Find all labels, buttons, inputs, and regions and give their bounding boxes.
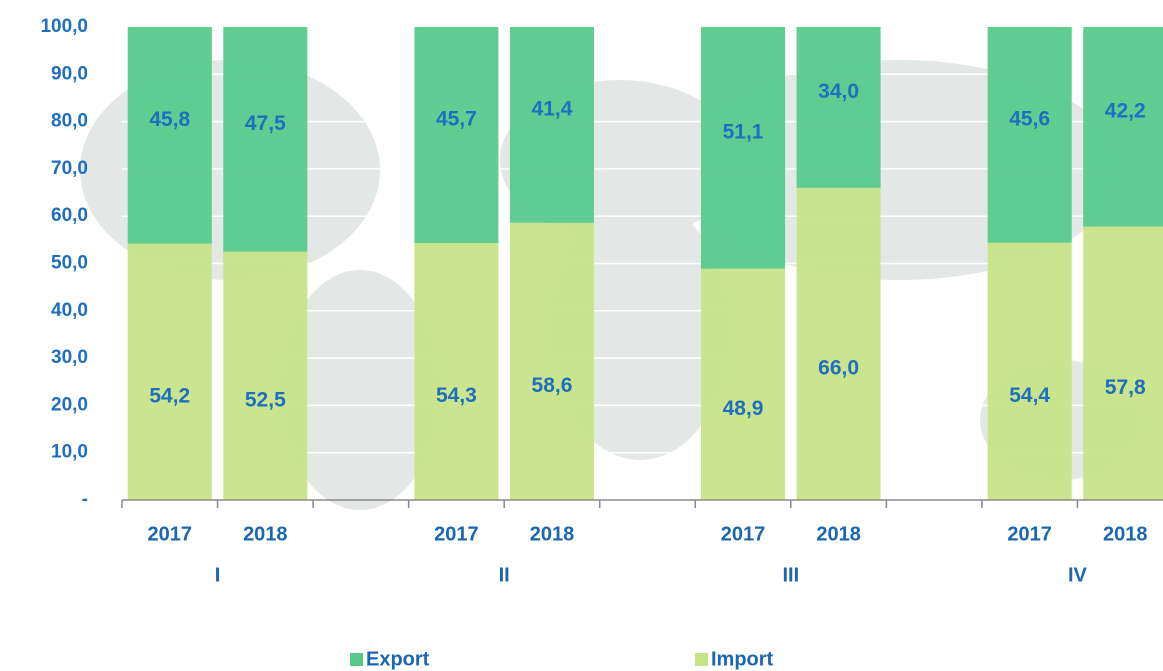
bar-segment — [414, 27, 499, 244]
value-label: 45,7 — [436, 108, 477, 131]
x-tick-label: 2017 — [1007, 523, 1052, 545]
legend-label: Export — [366, 648, 430, 670]
value-label: 42,2 — [1105, 99, 1146, 122]
x-tick-label: 2018 — [816, 523, 861, 545]
legend-swatch — [695, 653, 708, 666]
bar-segment — [1083, 27, 1163, 227]
bar-segment — [223, 251, 308, 500]
x-tick-label: 2018 — [243, 523, 288, 545]
value-label: 54,4 — [1009, 384, 1050, 407]
y-tick-label: 30,0 — [51, 347, 88, 368]
bar-segment — [987, 27, 1072, 243]
labels: - 10,0 20,0 30,0 40,0 50,0 60,0 70,0 80,0 90,0 100… — [40, 16, 1163, 670]
bar-segment — [987, 242, 1072, 501]
y-tick-label: 80,0 — [51, 111, 88, 132]
x-tick-label: 2017 — [721, 523, 766, 545]
value-label: 41,4 — [532, 97, 573, 120]
bar-segment — [509, 27, 594, 223]
y-tick-label: 90,0 — [51, 63, 88, 84]
value-label: 34,0 — [818, 80, 859, 103]
y-tick-label: - — [82, 489, 88, 510]
bars — [127, 27, 1163, 501]
bar-segment — [1083, 226, 1163, 500]
y-tick-label: 100,0 — [40, 16, 88, 37]
legend-label: Import — [711, 648, 774, 670]
x-tick-label: 2018 — [530, 523, 575, 545]
y-tick-label: 20,0 — [51, 394, 88, 415]
y-tick-label: 50,0 — [51, 253, 88, 274]
bar-segment — [414, 243, 499, 500]
value-label: 57,8 — [1105, 376, 1146, 399]
value-label: 54,2 — [149, 384, 190, 407]
y-tick-label: 10,0 — [51, 442, 88, 463]
bar-segment — [796, 187, 881, 500]
x-tick-label: 2017 — [148, 523, 193, 545]
value-label: 48,9 — [723, 397, 764, 420]
y-tick-label: 70,0 — [51, 158, 88, 179]
value-label: 47,5 — [245, 112, 286, 135]
bar-segment — [701, 27, 786, 269]
group-label: III — [782, 564, 799, 586]
group-label: II — [499, 564, 510, 586]
bar-segment — [509, 222, 594, 500]
y-tick-label: 60,0 — [51, 205, 88, 226]
value-label: 58,6 — [532, 374, 573, 397]
legend-swatch — [350, 653, 363, 666]
bar-segment — [127, 243, 212, 500]
bar-segment — [223, 27, 308, 252]
value-label: 52,5 — [245, 388, 286, 411]
value-label: 45,8 — [149, 108, 190, 131]
value-label: 54,3 — [436, 384, 477, 407]
y-tick-label: 40,0 — [51, 300, 88, 321]
value-label: 45,6 — [1009, 107, 1050, 130]
bar-segment — [701, 268, 786, 500]
value-label: 51,1 — [723, 120, 764, 143]
value-label: 66,0 — [818, 356, 859, 379]
x-tick-label: 2017 — [434, 523, 479, 545]
group-label: IV — [1068, 564, 1088, 586]
bar-segment — [796, 27, 881, 188]
group-label: I — [215, 564, 221, 586]
x-tick-label: 2018 — [1103, 523, 1148, 545]
bar-segment — [127, 27, 212, 244]
